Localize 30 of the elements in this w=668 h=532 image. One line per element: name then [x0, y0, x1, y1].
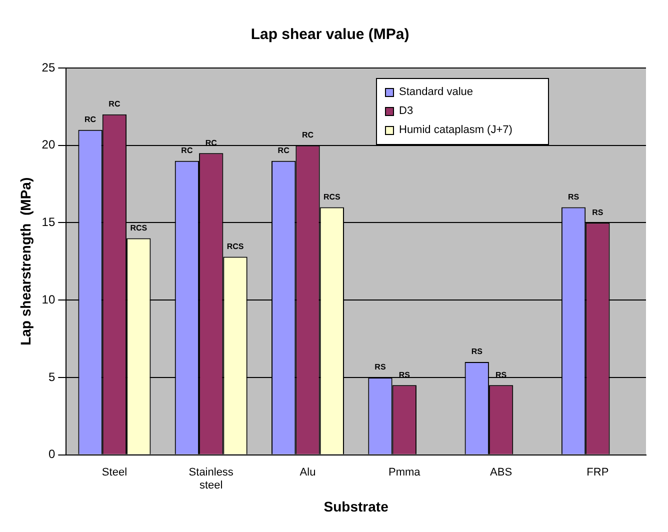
y-tick-label: 10 [42, 292, 56, 306]
data-label: RCS [130, 223, 148, 232]
legend-label: Standard value [399, 85, 473, 100]
y-axis-title: Lap shearstrength (MPa) [17, 177, 34, 346]
x-tick-label: Stainless steel [188, 466, 234, 492]
data-label: RCS [323, 192, 342, 202]
x-tick-label: ABS [490, 466, 512, 478]
chart-title: Lap shear value (MPa) [250, 26, 410, 44]
data-label: RS [568, 192, 580, 202]
x-tick-label: Steel [102, 466, 128, 478]
legend-label: Humid cataplasm (J+7) [399, 123, 512, 138]
data-label: RC [302, 130, 314, 140]
data-label: RC [278, 146, 290, 156]
data-label: RS [592, 208, 604, 217]
data-label: RC [84, 115, 96, 124]
data-label: RS [374, 362, 386, 372]
legend-label: D3 [399, 104, 414, 119]
y-tick-label: 0 [48, 447, 56, 462]
y-tick-label: 5 [48, 370, 56, 384]
x-tick-label: Alu [300, 466, 316, 478]
data-label: RC [108, 100, 120, 109]
data-label: RCS [226, 242, 244, 251]
x-axis-title: Substrate [324, 498, 389, 514]
x-tick-label: Pmma [388, 466, 422, 478]
data-label: RC [181, 146, 193, 156]
data-label: RS [471, 347, 484, 356]
x-tick-label: FRP [586, 466, 609, 478]
y-tick-label: 15 [42, 215, 56, 230]
y-tick-label: 20 [42, 138, 56, 152]
y-tick-label: 25 [42, 60, 56, 74]
